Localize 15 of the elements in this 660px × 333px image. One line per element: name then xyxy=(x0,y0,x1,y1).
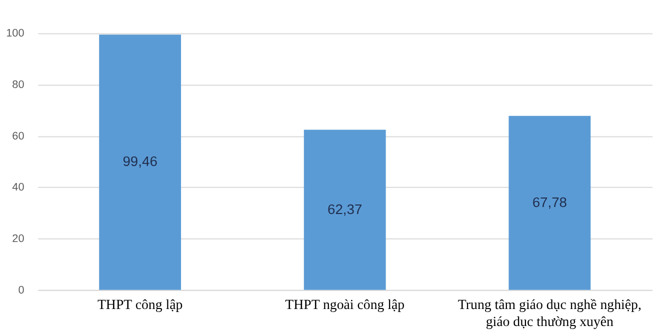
y-tick-label: 100 xyxy=(6,28,24,40)
y-tick-label: 40 xyxy=(12,182,24,194)
y-tick-label: 0 xyxy=(18,284,24,296)
x-tick-label: THPT ngoài công lập xyxy=(285,298,405,314)
x-tick-label: THPT công lập xyxy=(97,298,183,314)
y-tick-label: 80 xyxy=(12,79,24,92)
y-tick-label: 60 xyxy=(12,130,24,142)
data-label: 67,78 xyxy=(532,194,568,210)
bar xyxy=(304,130,386,290)
x-tick-label: Trung tâm giáo dục nghề nghiệp, giáo dục thường xuyên xyxy=(458,298,642,330)
y-tick-label: 20 xyxy=(12,233,24,246)
bar xyxy=(508,116,591,290)
data-label: 99,46 xyxy=(122,153,158,170)
data-label: 62,37 xyxy=(328,200,362,217)
bar xyxy=(99,34,182,290)
